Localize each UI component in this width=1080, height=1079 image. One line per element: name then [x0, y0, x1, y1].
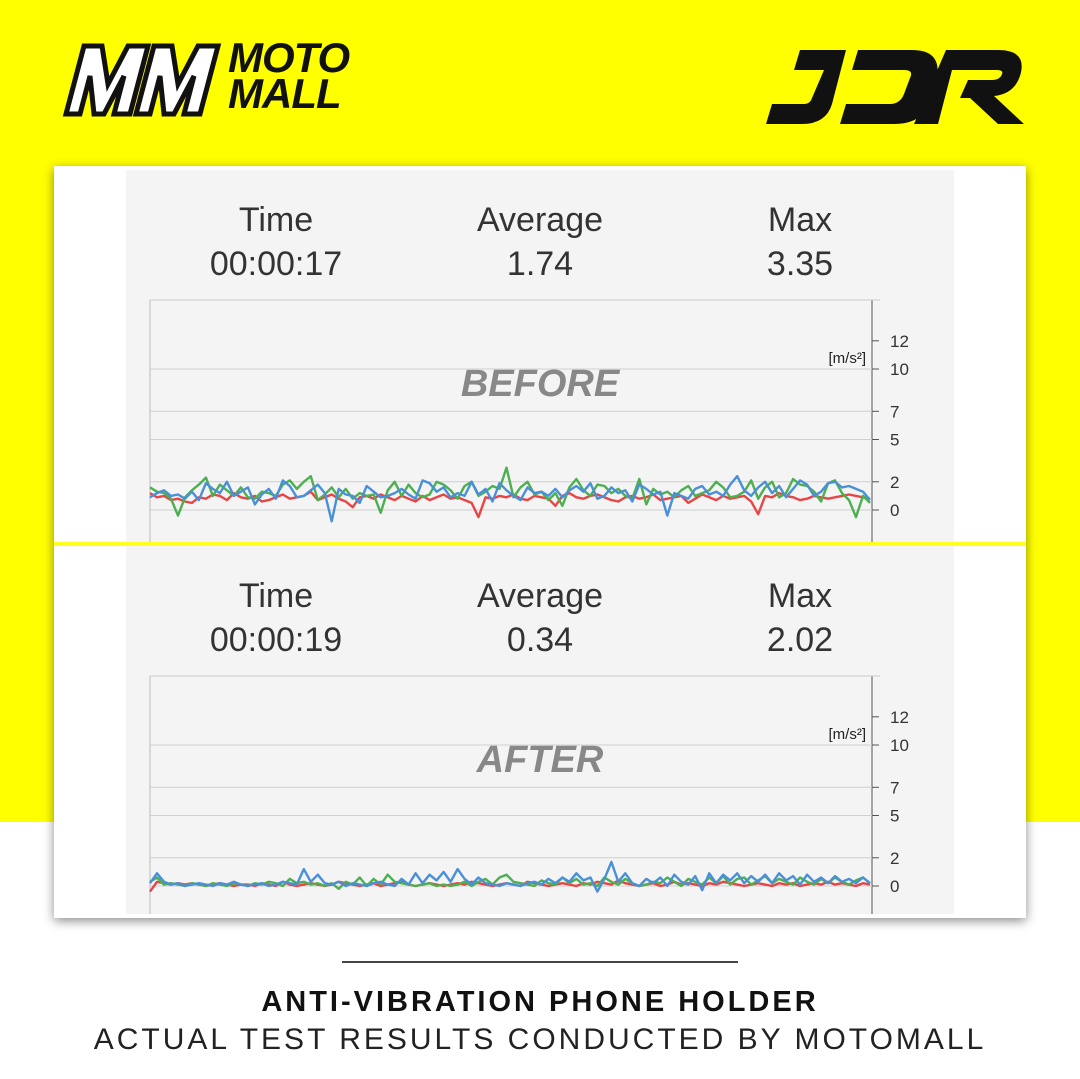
average-stat: Average 0.34 — [440, 576, 640, 660]
max-label: Max — [767, 201, 833, 239]
before-panel: Time 00:00:17 Average 1.74 Max 3.35 0 2 5 7… — [126, 170, 954, 542]
overlay-label: BEFORE — [461, 363, 621, 405]
mm-logo-icon — [62, 43, 222, 117]
y-tick-label: 12 — [890, 332, 909, 351]
series-line-1 — [149, 466, 871, 519]
time-label: Time — [238, 577, 314, 615]
max-stat: Max 2.02 — [700, 576, 900, 660]
time-stat: Time 00:00:19 — [176, 576, 376, 660]
average-label: Average — [476, 577, 604, 615]
panel-divider — [54, 542, 1026, 546]
y-tick-label: 10 — [890, 736, 909, 755]
y-tick-label: 7 — [890, 778, 899, 797]
time-value: 00:00:19 — [209, 621, 343, 659]
footer-subtitle: ACTUAL TEST RESULTS CONDUCTED BY MOTOMAL… — [93, 1023, 987, 1056]
max-value: 2.02 — [766, 621, 834, 659]
y-tick-label: 2 — [890, 849, 899, 868]
brand-word-moto: MOTO — [228, 34, 350, 81]
y-tick-label: 0 — [890, 877, 899, 896]
y-tick-label: 10 — [890, 360, 909, 379]
y-tick-label: 5 — [890, 431, 899, 450]
overlay-label: AFTER — [476, 739, 604, 781]
average-label: Average — [476, 201, 604, 239]
max-value: 3.35 — [766, 245, 834, 283]
y-axis-unit-label: [m/s²] — [829, 350, 867, 367]
footer-title: ANTI-VIBRATION PHONE HOLDER — [261, 986, 819, 1018]
y-axis-unit-label: [m/s²] — [829, 726, 867, 743]
average-stat: Average 1.74 — [440, 200, 640, 284]
y-tick-label: 0 — [890, 501, 899, 520]
jdr-logo — [762, 42, 1032, 134]
before-chart: 0 2 5 7 10 12 [m/s²] BEFORE — [149, 299, 909, 542]
after-panel: Time 00:00:19 Average 0.34 Max 2.02 0 2 5 7… — [126, 546, 954, 914]
y-tick-label: 5 — [890, 807, 899, 826]
brand-word-mall: MALL — [228, 70, 342, 117]
y-tick-label: 12 — [890, 708, 909, 727]
series-line-0 — [149, 490, 871, 519]
time-value: 00:00:17 — [209, 245, 343, 283]
time-label: Time — [238, 201, 314, 239]
y-tick-label: 2 — [890, 473, 899, 492]
series-line-2 — [149, 475, 871, 523]
motomall-logo: MOTO MALL — [58, 34, 388, 120]
max-label: Max — [767, 577, 833, 615]
footer-divider — [342, 961, 738, 963]
max-stat: Max 3.35 — [700, 200, 900, 284]
jdr-logo-icon — [766, 50, 1024, 124]
series-line-2 — [149, 860, 871, 893]
y-tick-label: 7 — [890, 402, 899, 421]
results-card: Time 00:00:17 Average 1.74 Max 3.35 0 2 5 7… — [54, 166, 1026, 918]
average-value: 1.74 — [506, 245, 574, 283]
after-chart: 0 2 5 7 10 12 [m/s²] AFTER — [149, 675, 909, 914]
series-line-1 — [149, 873, 871, 890]
time-stat: Time 00:00:17 — [176, 200, 376, 284]
average-value: 0.34 — [506, 621, 574, 659]
